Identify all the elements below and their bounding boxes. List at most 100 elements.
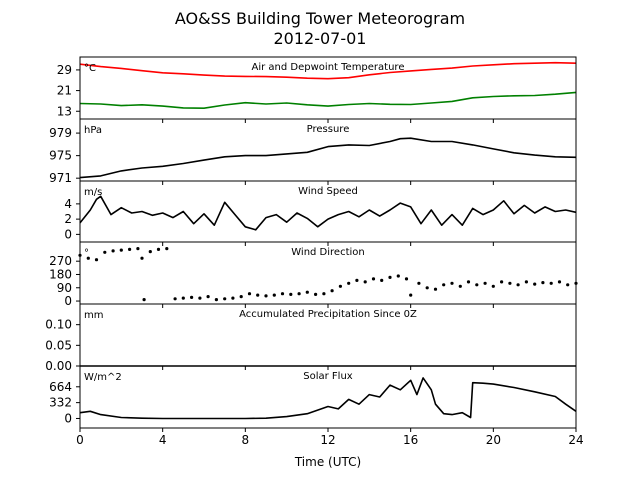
wind-direction-ytick-label: 90 [57,281,72,295]
wind-direction-point [475,283,479,287]
wind-direction-point [409,293,413,297]
figure-title-line1: AO&SS Building Tower Meteorogram [175,9,465,28]
x-axis: 0 4 8 12 16 20 24 [76,433,583,447]
x-tick-label: 4 [159,433,167,447]
panel-wind-speed: 024 m/s Wind Speed [64,180,577,246]
x-tick-label: 20 [486,433,501,447]
wind-direction-point [566,283,570,287]
x-axis-label: Time (UTC) [294,455,361,469]
x-tick-label: 24 [568,433,583,447]
solar-flux-ytick-label: 0 [64,411,72,425]
wind-direction-point [458,284,462,288]
wind-speed-ytick-label: 2 [64,212,72,226]
wind-direction-point [347,281,351,285]
wind-direction-point [322,292,326,296]
wind-direction-point [103,250,107,254]
pressure-ytick-label: 971 [49,171,72,185]
wind-direction-point [181,296,185,300]
wind-direction-point [148,250,152,254]
wind-direction-point [508,281,512,285]
wind-direction-panel-title: Wind Direction [291,247,365,258]
wind-speed-unit-label: m/s [84,187,102,198]
wind-speed-ytick-label: 0 [64,227,72,241]
wind-direction-point [136,247,140,251]
panel-precipitation: 0.00 0.05 0.10 mm Accumulated Precipitation … [45,303,577,373]
temperature-ytick-label: 21 [57,84,72,98]
wind-direction-point [442,283,446,287]
wind-direction-point [491,284,495,288]
wind-direction-point [516,283,520,287]
wind-speed-series-line-1 [79,195,577,231]
wind-direction-point [450,281,454,285]
pressure-unit-label: hPa [84,125,102,136]
precipitation-unit-label: mm [84,310,103,321]
wind-direction-point [483,281,487,285]
wind-direction-point [297,292,301,296]
wind-direction-point [388,275,392,279]
wind-direction-point [396,274,400,278]
solar-flux-series-line-1 [79,377,577,420]
pressure-series-line-1 [79,137,577,179]
wind-direction-point [190,295,194,299]
wind-direction-point [289,292,293,296]
wind-direction-point [433,287,438,291]
wind-direction-point [425,286,429,290]
pressure-panel-title: Pressure [307,124,350,135]
wind-direction-point [86,256,90,260]
wind-direction-point [140,256,144,260]
wind-direction-point [223,297,227,301]
wind-direction-point [363,280,367,284]
panel-pressure: 971 975 979 hPa Pressure [49,118,577,185]
temperature-panel-title: Air and Depwoint Temperature [252,62,405,73]
temperature-series-line-2 [79,91,577,109]
wind-direction-point [272,293,276,297]
temperature-ytick-label: 13 [57,104,72,118]
wind-direction-point [330,289,334,293]
x-tick-label: 8 [242,433,250,447]
x-tick-label: 0 [76,433,84,447]
temperature-unit-label: °C [84,63,96,74]
wind-direction-point [198,296,202,300]
wind-direction-point [111,249,115,253]
wind-speed-panel-title: Wind Speed [298,186,358,197]
wind-direction-point [404,277,409,281]
wind-direction-point [533,282,537,286]
wind-direction-point [466,280,471,284]
wind-direction-point [541,281,545,285]
solar-flux-ytick-label: 332 [49,396,72,410]
wind-direction-ytick-label: 270 [49,254,72,268]
wind-direction-point [128,247,132,251]
precipitation-ytick-label: 0.00 [45,359,72,373]
wind-direction-point [417,281,421,285]
precipitation-ytick-label: 0.10 [45,318,72,332]
precipitation-panel-title: Accumulated Precipitation Since 0Z [239,309,417,320]
wind-direction-point [165,247,169,251]
wind-direction-point [264,294,268,298]
wind-direction-point [280,292,285,296]
wind-direction-unit-label: ° [84,248,89,259]
wind-direction-point [355,278,359,282]
wind-direction-point [156,247,161,251]
pressure-ytick-label: 975 [49,149,72,163]
wind-direction-point [549,281,553,285]
solar-flux-panel-title: Solar Flux [303,371,353,382]
wind-direction-ytick-label: 0 [64,294,72,308]
x-tick-label: 16 [403,433,418,447]
wind-direction-point [314,292,318,296]
wind-direction-point [94,258,99,262]
wind-direction-point [524,280,529,284]
wind-direction-point [380,278,384,282]
wind-direction-point [500,280,504,284]
wind-direction-point [173,297,177,301]
pressure-ytick-label: 979 [49,126,72,140]
solar-flux-unit-label: W/m^2 [84,372,122,383]
wind-direction-point [206,295,210,299]
x-tick-label: 12 [320,433,335,447]
wind-direction-ytick-label: 180 [49,267,72,281]
wind-direction-point [557,280,562,284]
wind-direction-point [371,277,376,281]
wind-direction-point [247,292,252,296]
